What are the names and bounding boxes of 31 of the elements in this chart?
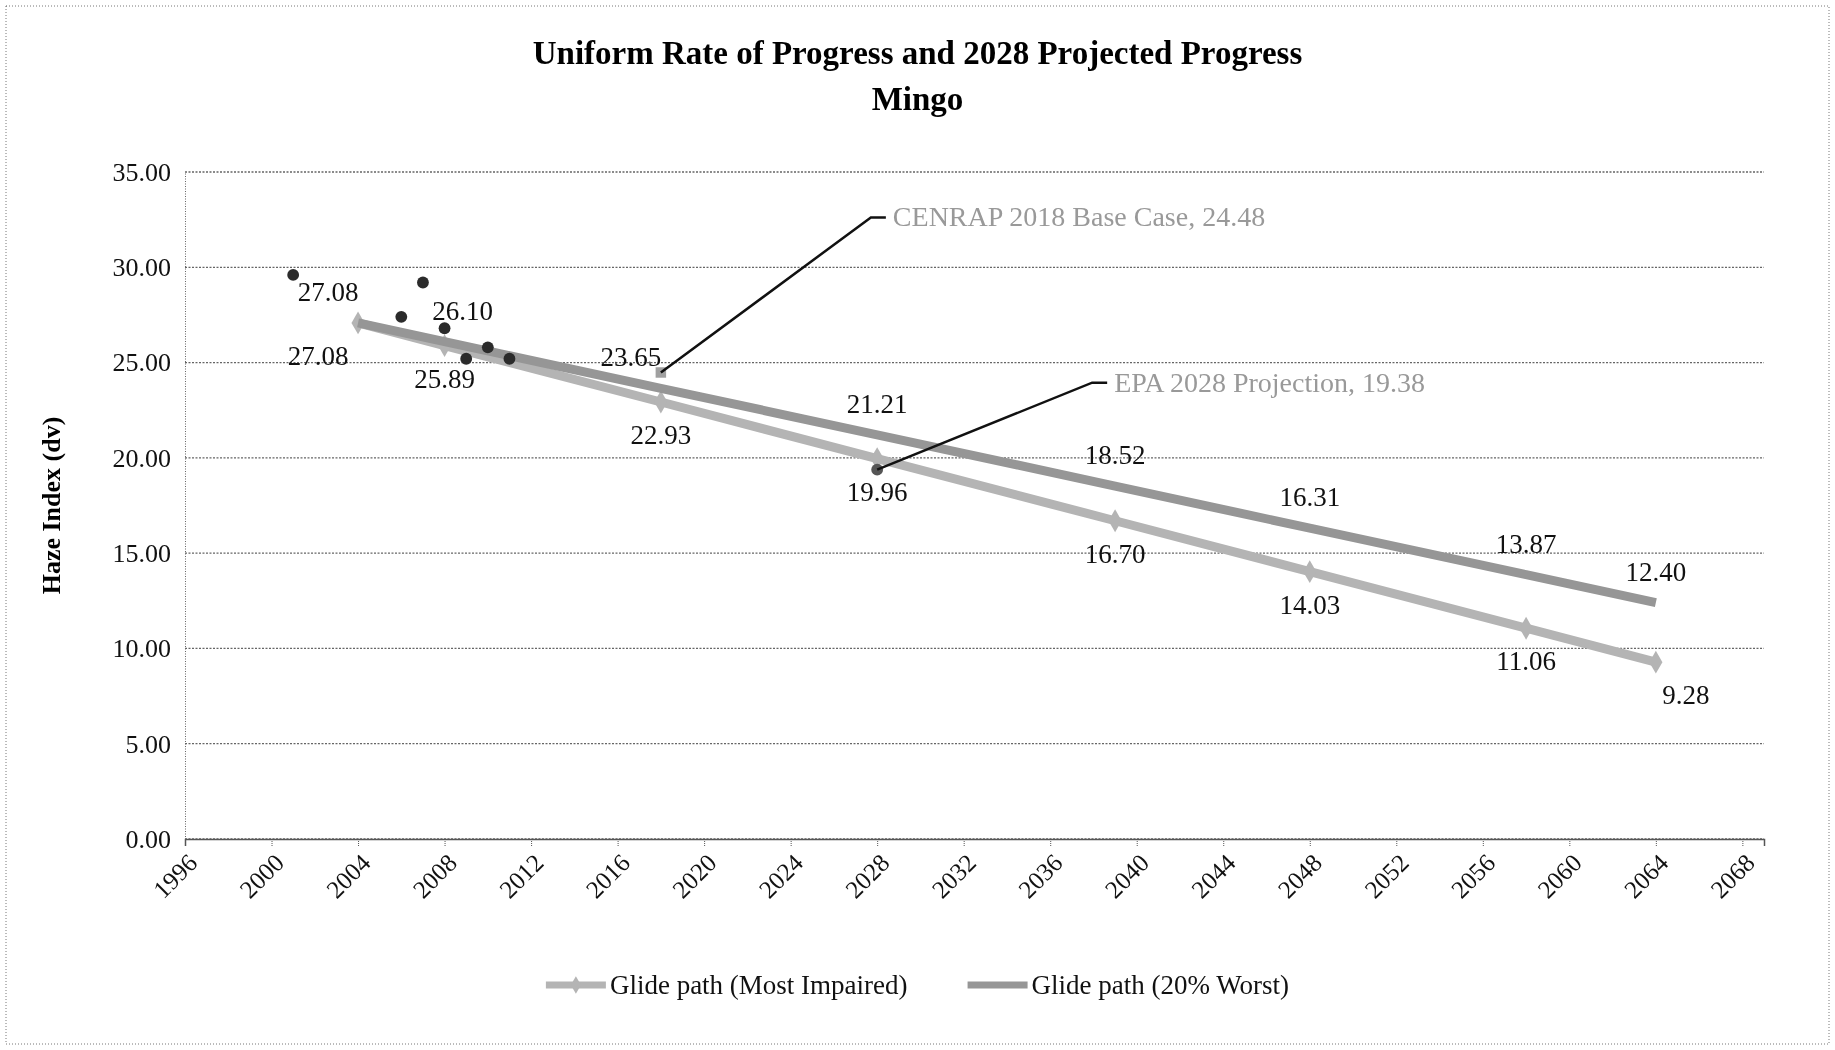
y-tick-label: 35.00 (112, 157, 171, 187)
y-axis-title: Haze Index (dv) (37, 416, 66, 595)
data-label: 18.52 (1084, 440, 1146, 471)
annotation: CENRAP 2018 Base Case, 24.48 (892, 201, 1266, 233)
data-label: 13.87 (1495, 528, 1557, 559)
data-label: 25.89 (414, 363, 475, 394)
data-label: 26.10 (432, 295, 493, 326)
y-tick-label: 15.00 (112, 538, 171, 568)
data-label: 19.96 (846, 476, 908, 507)
data-label: 22.93 (630, 420, 692, 451)
legend-label: Glide path (20% Worst) (1031, 970, 1290, 1000)
y-tick-label: 0.00 (125, 824, 171, 854)
data-label: 23.65 (600, 342, 662, 373)
chart-subtitle: Mingo (871, 81, 964, 117)
data-label: 16.31 (1279, 482, 1341, 513)
data-label: 27.08 (297, 276, 359, 307)
data-label: 16.70 (1084, 538, 1146, 569)
y-tick-label: 25.00 (112, 348, 171, 378)
data-label: 27.08 (287, 340, 349, 371)
y-tick-label: 20.00 (112, 443, 171, 473)
data-label: 21.21 (846, 388, 908, 419)
data-label: 14.03 (1279, 589, 1341, 620)
chart-title: Uniform Rate of Progress and 2028 Projected Progress (532, 35, 1303, 71)
data-label: 11.06 (1496, 646, 1556, 677)
data-label: 12.40 (1625, 556, 1687, 587)
y-tick-label: 30.00 (112, 253, 171, 283)
y-tick-label: 5.00 (125, 729, 171, 759)
annotation: EPA 2028 Projection, 19.38 (1114, 366, 1426, 398)
y-tick-label: 10.00 (112, 634, 171, 664)
data-label: 9.28 (1662, 680, 1710, 711)
legend-label: Glide path (Most Impaired) (609, 970, 908, 1000)
